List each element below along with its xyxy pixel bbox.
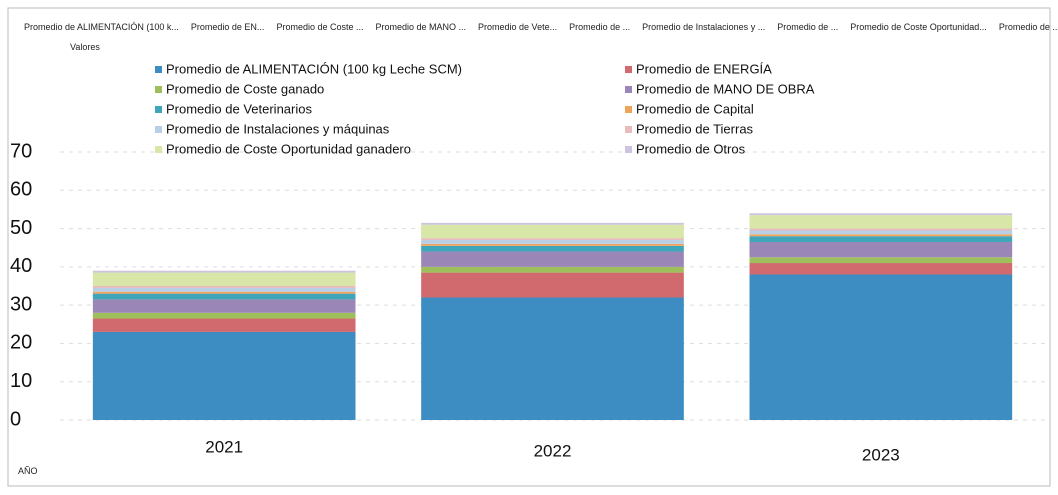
bar-segment [749,263,1013,275]
y-tick-label: 70 [10,140,32,162]
bar-segment [421,272,684,298]
bar-segment [421,224,684,239]
axis-field[interactable]: AÑO [18,466,38,476]
bar-segment [92,286,356,288]
legend-label: Promedio de Capital [636,101,754,116]
bar-segment [421,222,684,225]
x-tick-label: 2023 [862,445,900,464]
legend-label: Promedio de Instalaciones y máquinas [166,121,390,136]
y-tick-label: 40 [10,255,32,277]
bar-segment [749,234,1013,237]
legend-label: Promedio de Otros [636,141,746,156]
bar-segment [421,243,684,246]
y-tick-label: 30 [10,293,32,315]
legend-swatch [155,146,162,153]
y-tick-label: 0 [10,408,21,430]
field-button[interactable]: Promedio de ... [998,22,1058,32]
field-button[interactable]: Promedio de MANO ... [375,22,467,32]
legend-label: Promedio de ALIMENTACIÓN (100 kg Leche S… [166,61,462,76]
field-buttons: Promedio de ALIMENTACIÓN (100 k... Promed… [24,22,1058,32]
bar-segment [421,251,684,267]
bar-segment [421,266,684,273]
bar-segment [749,213,1013,216]
bar-segment [749,215,1013,229]
bar-segment [421,245,684,252]
bar-segment [749,228,1013,231]
field-button[interactable]: Promedio de ... [777,22,839,32]
y-tick-label: 10 [10,370,32,392]
bar-segment [421,240,684,244]
field-button[interactable]: Promedio de Vete... [478,22,558,32]
y-tick-label: 20 [10,332,32,354]
field-button[interactable]: Promedio de ... [569,22,631,32]
legend-label: Promedio de ENERGÍA [636,61,772,76]
x-tick-label: 2021 [205,437,243,456]
y-tick-label: 60 [10,179,32,201]
bar-segment [749,230,1013,235]
bar-segment [92,299,356,313]
bar-segment [92,272,356,286]
values-field[interactable]: Valores [70,42,100,52]
legend-swatch [625,66,632,73]
bar-segment [92,318,356,332]
legend-swatch [625,106,632,113]
legend-label: Promedio de Coste ganado [166,81,324,96]
legend-swatch [155,106,162,113]
legend-swatch [155,126,162,133]
legend-swatch [155,86,162,93]
field-button[interactable]: Promedio de EN... [190,22,265,32]
bar-segment [749,241,1013,258]
bar-segment [749,274,1013,420]
bar-segment [749,236,1013,242]
field-button[interactable]: Promedio de Coste Oportunidad... [850,22,987,32]
bar-segment [92,270,356,273]
chart-border [7,7,1051,487]
bar-segment [92,293,356,300]
bar-segment [92,331,356,420]
bar-segment [92,312,356,319]
field-button[interactable]: Promedio de ALIMENTACIÓN (100 k... [24,22,179,32]
bar-segment [92,287,356,292]
legend-swatch [155,66,162,73]
legend-swatch [625,86,632,93]
bar-segment [749,257,1013,264]
legend-label: Promedio de Veterinarios [166,101,312,116]
y-tick-label: 50 [10,217,32,239]
bar-segment [92,291,356,294]
legend-swatch [625,146,632,153]
x-tick-label: 2022 [534,441,572,460]
legend-swatch [625,126,632,133]
legend-label: Promedio de Coste Oportunidad ganadero [166,141,411,156]
bar-segment [421,297,684,420]
bar-segment [421,238,684,241]
legend-label: Promedio de Tierras [636,121,754,136]
field-button[interactable]: Promedio de Coste ... [276,22,364,32]
legend-label: Promedio de MANO DE OBRA [636,81,815,96]
field-button[interactable]: Promedio de Instalaciones y ... [642,22,766,32]
